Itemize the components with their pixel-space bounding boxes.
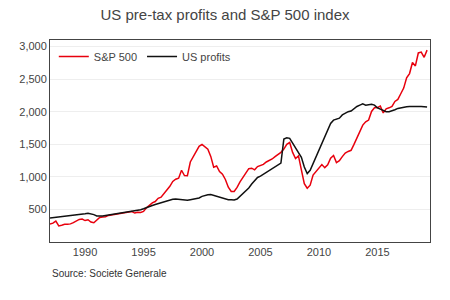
- svg-text:2,000: 2,000: [19, 106, 47, 118]
- svg-text:1,500: 1,500: [19, 138, 47, 150]
- svg-text:1,000: 1,000: [19, 171, 47, 183]
- svg-text:2010: 2010: [307, 246, 331, 258]
- svg-text:2015: 2015: [365, 246, 389, 258]
- svg-text:S&P 500: S&P 500: [94, 51, 137, 63]
- svg-text:Source: Societe Generale: Source: Societe Generale: [52, 268, 167, 279]
- svg-text:2,500: 2,500: [19, 73, 47, 85]
- svg-text:2000: 2000: [190, 246, 214, 258]
- svg-text:1995: 1995: [131, 246, 155, 258]
- svg-text:500: 500: [28, 203, 46, 215]
- svg-text:US profits: US profits: [182, 51, 231, 63]
- svg-text:3,000: 3,000: [19, 40, 47, 52]
- svg-text:US pre-tax profits and S&P 500: US pre-tax profits and S&P 500 index: [100, 6, 350, 23]
- svg-text:2005: 2005: [248, 246, 272, 258]
- svg-text:1990: 1990: [73, 246, 97, 258]
